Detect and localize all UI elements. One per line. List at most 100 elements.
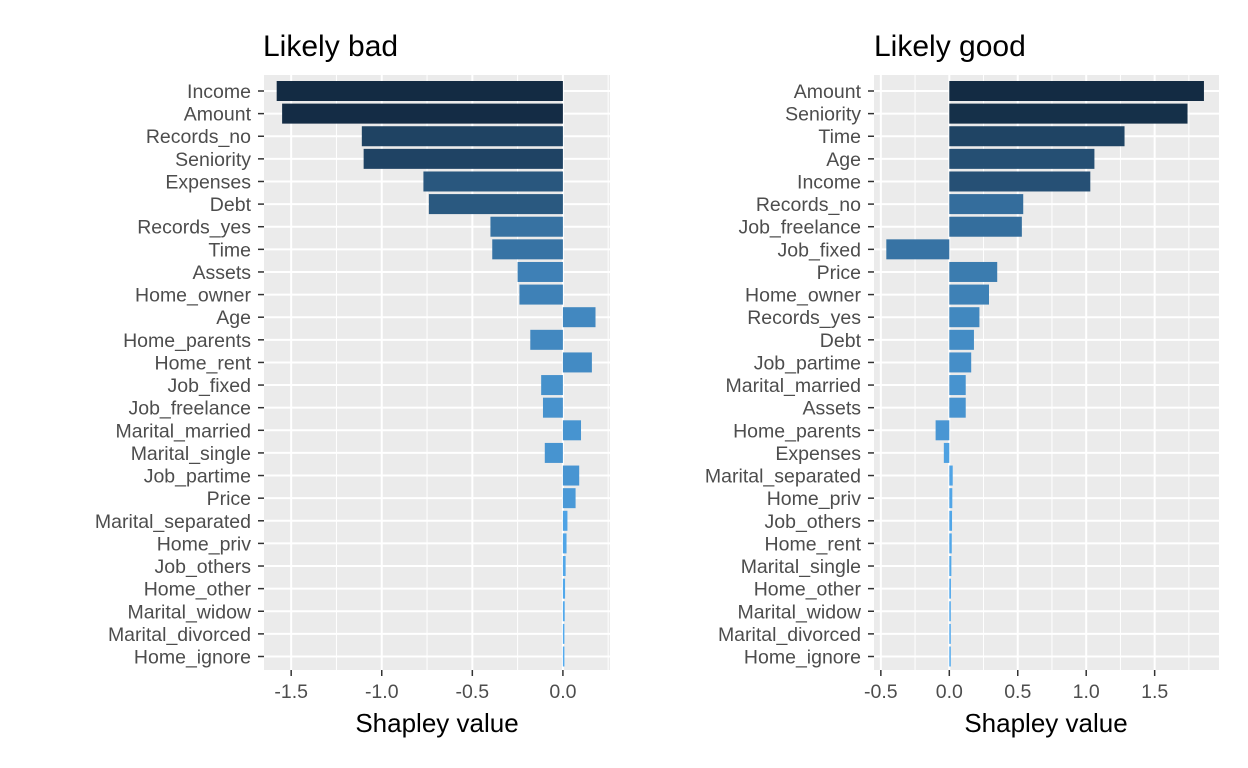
category-label-likely-bad: Marital_widow — [127, 601, 251, 623]
category-label-likely-good: Price — [817, 262, 861, 284]
category-label-likely-bad: Home_ignore — [134, 647, 251, 669]
bar-likely-bad-home-rent — [562, 352, 592, 373]
x-tick-label-likely-bad: -1.5 — [274, 681, 308, 703]
bar-likely-bad-records-yes — [490, 216, 563, 237]
category-label-likely-good: Home_other — [754, 579, 862, 601]
bar-likely-bad-marital-married — [562, 420, 582, 441]
bar-likely-bad-job-partime — [562, 465, 580, 486]
bar-likely-bad-home-parents — [530, 329, 563, 350]
category-label-likely-bad: Age — [216, 307, 251, 329]
category-label-likely-bad: Expenses — [165, 171, 251, 193]
x-tick-label-likely-good: 0.5 — [1004, 681, 1031, 703]
bar-likely-bad-home-owner — [519, 284, 563, 305]
bar-likely-bad-debt — [428, 194, 563, 215]
bar-likely-good-job-partime — [949, 352, 972, 373]
bar-likely-bad-assets — [517, 261, 563, 282]
bar-likely-good-expenses — [943, 442, 950, 463]
panel-title-likely-good: Likely good — [874, 30, 1026, 63]
bar-likely-good-home-ignore — [949, 646, 951, 667]
bar-likely-good-time — [949, 126, 1125, 147]
category-label-likely-bad: Home_owner — [135, 285, 251, 307]
panel-likely-good: AmountSeniorityTimeAgeIncomeRecords_noJo… — [705, 30, 1219, 738]
category-label-likely-good: Records_no — [756, 194, 861, 216]
category-label-likely-bad: Marital_single — [131, 443, 251, 465]
category-label-likely-good: Job_partime — [754, 352, 861, 374]
bar-likely-bad-price — [562, 488, 576, 509]
category-label-likely-good: Age — [826, 149, 861, 171]
category-label-likely-bad: Records_yes — [137, 217, 251, 239]
bar-likely-good-records-no — [949, 194, 1024, 215]
bar-likely-good-amount — [949, 81, 1204, 101]
bar-likely-bad-home-ignore — [562, 646, 565, 667]
bar-likely-bad-time — [492, 239, 563, 260]
bar-likely-good-job-others — [949, 510, 953, 531]
bar-likely-good-age — [949, 148, 1095, 169]
bar-likely-good-home-owner — [949, 284, 989, 305]
panel-title-likely-bad: Likely bad — [263, 30, 398, 63]
category-label-likely-good: Job_others — [765, 511, 862, 533]
category-label-likely-bad: Records_no — [146, 126, 251, 148]
category-label-likely-bad: Home_priv — [157, 533, 252, 555]
category-label-likely-good: Home_priv — [767, 488, 862, 510]
category-label-likely-good: Marital_divorced — [718, 624, 861, 646]
category-label-likely-good: Expenses — [775, 443, 861, 465]
category-label-likely-bad: Debt — [210, 194, 252, 216]
x-tick-label-likely-good: 1.5 — [1141, 681, 1168, 703]
x-tick-label-likely-good: 0.0 — [936, 681, 963, 703]
bar-likely-good-price — [949, 261, 998, 282]
plot-area-likely-bad: IncomeAmountRecords_noSeniorityExpensesD… — [95, 75, 610, 703]
category-label-likely-bad: Price — [207, 488, 251, 510]
category-label-likely-bad: Job_fixed — [168, 375, 251, 397]
bar-likely-good-job-freelance — [949, 216, 1022, 237]
bar-likely-bad-income — [276, 81, 563, 101]
category-label-likely-good: Marital_separated — [705, 466, 861, 488]
category-label-likely-bad: Job_others — [155, 556, 252, 578]
bar-likely-bad-home-other — [562, 578, 566, 599]
bar-likely-bad-marital-separated — [562, 510, 568, 531]
bar-likely-bad-marital-single — [544, 442, 563, 463]
category-label-likely-good: Debt — [820, 330, 862, 352]
x-tick-label-likely-bad: -0.5 — [456, 681, 490, 703]
bar-likely-bad-job-fixed — [541, 375, 563, 396]
bar-likely-good-assets — [949, 397, 966, 418]
bar-likely-good-home-rent — [949, 533, 952, 554]
x-tick-label-likely-good: 1.0 — [1073, 681, 1100, 703]
category-label-likely-good: Seniority — [785, 104, 861, 126]
category-label-likely-good: Assets — [802, 398, 861, 420]
bar-likely-good-job-fixed — [886, 239, 950, 260]
bar-likely-good-marital-married — [949, 375, 966, 396]
bar-likely-bad-records-no — [361, 126, 563, 147]
x-tick-label-likely-good: -0.5 — [864, 681, 898, 703]
category-label-likely-bad: Home_parents — [123, 330, 251, 352]
category-label-likely-good: Marital_married — [726, 375, 861, 397]
bar-likely-bad-seniority — [363, 148, 563, 169]
category-label-likely-bad: Time — [208, 239, 251, 261]
category-label-likely-good: Home_parents — [733, 420, 861, 442]
bar-likely-good-debt — [949, 329, 974, 350]
category-label-likely-bad: Marital_separated — [95, 511, 251, 533]
x-axis-title-likely-bad: Shapley value — [355, 708, 518, 738]
category-label-likely-good: Home_ignore — [744, 647, 861, 669]
bar-likely-good-marital-divorced — [949, 623, 951, 644]
category-label-likely-bad: Seniority — [175, 149, 251, 171]
category-label-likely-good: Marital_single — [741, 556, 861, 578]
bar-likely-good-marital-single — [949, 556, 952, 577]
bar-likely-good-seniority — [949, 103, 1188, 124]
category-label-likely-bad: Assets — [192, 262, 251, 284]
bar-likely-bad-job-others — [562, 556, 566, 577]
category-label-likely-bad: Home_rent — [155, 352, 252, 374]
category-label-likely-good: Job_fixed — [778, 239, 861, 261]
bar-likely-bad-marital-widow — [562, 601, 565, 622]
bar-likely-good-income — [949, 171, 1091, 192]
bar-likely-bad-home-priv — [562, 533, 567, 554]
category-label-likely-bad: Marital_divorced — [108, 624, 251, 646]
bar-likely-bad-job-freelance — [542, 397, 563, 418]
x-tick-label-likely-bad: 0.0 — [549, 681, 576, 703]
category-label-likely-bad: Income — [187, 81, 251, 103]
category-label-likely-good: Home_rent — [765, 533, 862, 555]
bar-likely-bad-marital-divorced — [562, 623, 565, 644]
category-label-likely-good: Time — [818, 126, 861, 148]
category-label-likely-good: Income — [797, 171, 861, 193]
bar-likely-bad-amount — [282, 103, 563, 124]
category-label-likely-good: Job_freelance — [738, 217, 861, 239]
